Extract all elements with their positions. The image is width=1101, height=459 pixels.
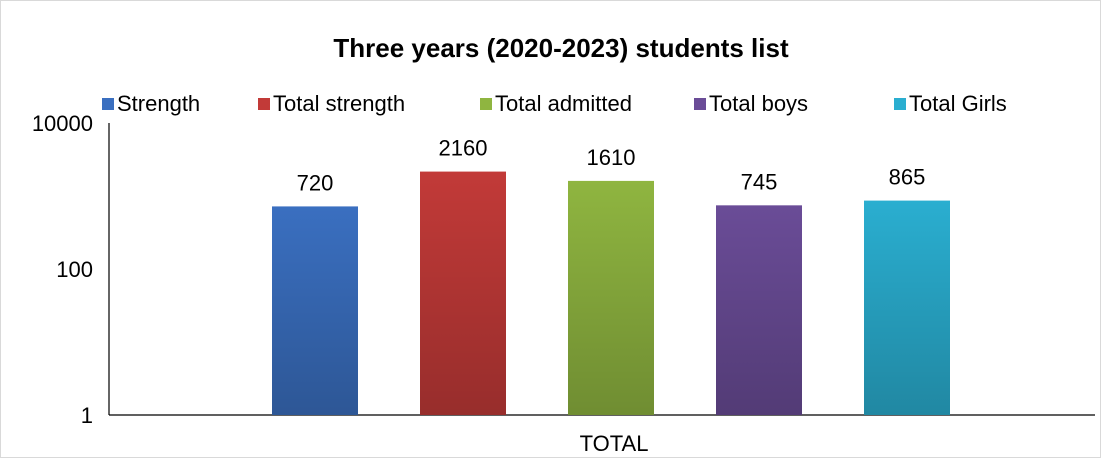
legend-label: Total strength bbox=[273, 91, 405, 116]
bar-shade bbox=[716, 205, 802, 415]
bar-shade bbox=[272, 206, 358, 415]
bar-shade bbox=[864, 200, 950, 415]
data-label: 745 bbox=[741, 169, 778, 194]
legend-swatch bbox=[694, 98, 706, 110]
legend-label: Total admitted bbox=[495, 91, 632, 116]
y-tick-label: 1 bbox=[81, 403, 93, 428]
legend-swatch bbox=[894, 98, 906, 110]
y-tick-label: 10000 bbox=[32, 111, 93, 136]
legend-swatch bbox=[102, 98, 114, 110]
legend-label: Total Girls bbox=[909, 91, 1007, 116]
data-label: 720 bbox=[297, 170, 334, 195]
legend-swatch bbox=[480, 98, 492, 110]
data-label: 1610 bbox=[587, 145, 636, 170]
legend-label: Total boys bbox=[709, 91, 808, 116]
y-axis-ticks: 1 100 10000 bbox=[32, 111, 93, 428]
data-label: 865 bbox=[889, 165, 926, 190]
bar-shade bbox=[420, 171, 506, 415]
legend-label: Strength bbox=[117, 91, 200, 116]
legend-swatch bbox=[258, 98, 270, 110]
chart-title: Three years (2020-2023) students list bbox=[333, 33, 789, 63]
data-labels: 720 2160 1610 745 865 bbox=[297, 136, 926, 196]
y-tick-label: 100 bbox=[56, 257, 93, 282]
data-label: 2160 bbox=[439, 136, 488, 161]
category-label: TOTAL bbox=[580, 431, 649, 456]
chart-legend: Strength Total strength Total admitted Tota… bbox=[102, 91, 1007, 116]
bar-group bbox=[272, 171, 950, 415]
bar-shade bbox=[568, 180, 654, 415]
